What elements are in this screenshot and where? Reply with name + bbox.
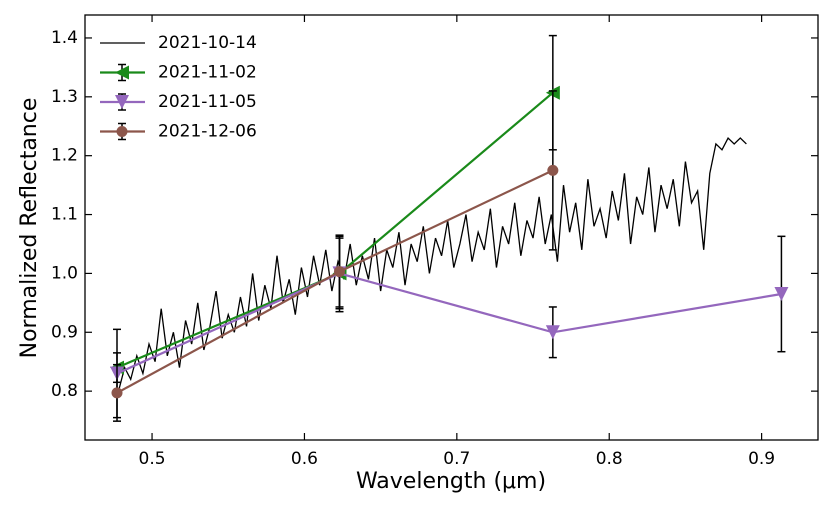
marker <box>545 325 560 340</box>
legend-label: 2021-11-02 <box>158 63 257 83</box>
legend-label: 2021-12-06 <box>158 122 257 142</box>
plot-frame <box>84 14 819 441</box>
y-tick-label: 1.0 <box>51 263 78 283</box>
x-tick-label: 0.6 <box>291 449 318 469</box>
marker <box>116 126 128 137</box>
x-tick-label: 0.7 <box>443 449 470 469</box>
y-tick-label: 1.3 <box>51 87 78 107</box>
x-tick-label: 0.5 <box>139 449 166 469</box>
y-tick-label: 0.8 <box>51 381 78 401</box>
x-axis-label: Wavelength (μm) <box>356 469 546 494</box>
marker <box>774 287 789 302</box>
marker <box>115 65 129 80</box>
marker <box>333 266 345 278</box>
legend-label: 2021-11-05 <box>158 92 257 112</box>
y-tick-label: 1.1 <box>51 205 78 225</box>
x-tick-label: 0.9 <box>748 449 775 469</box>
y-axis-label: Normalized Reflectance <box>17 98 42 359</box>
y-tick-label: 1.4 <box>51 28 78 48</box>
y-tick-label: 1.2 <box>51 146 78 166</box>
y-tick-label: 0.9 <box>51 322 78 342</box>
marker <box>115 95 129 109</box>
marker <box>111 387 123 399</box>
legend-label: 2021-10-14 <box>158 33 257 53</box>
marker <box>547 164 559 176</box>
series-line <box>117 136 747 392</box>
series-line <box>116 272 782 375</box>
series-line <box>116 169 554 394</box>
x-tick-label: 0.8 <box>596 449 623 469</box>
